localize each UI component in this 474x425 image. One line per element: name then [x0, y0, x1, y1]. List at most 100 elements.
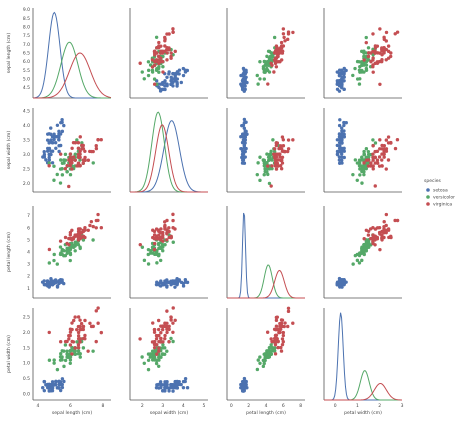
point-versicolor [269, 349, 273, 353]
point-versicolor [266, 158, 271, 163]
point-virginica [375, 158, 380, 162]
legend-label-setosa: setosa [433, 188, 448, 194]
point-virginica [167, 32, 171, 36]
point-virginica [152, 345, 157, 350]
point-versicolor [358, 77, 362, 81]
y-tick-label: 2.5 [23, 166, 30, 172]
point-versicolor [262, 361, 266, 366]
point-setosa [342, 87, 346, 92]
point-virginica [373, 155, 377, 160]
point-setosa [50, 388, 55, 393]
point-virginica [70, 321, 74, 325]
point-virginica [273, 352, 278, 356]
point-setosa [155, 280, 159, 284]
point-versicolor [91, 161, 95, 165]
point-setosa [240, 389, 245, 393]
point-virginica [67, 184, 71, 189]
point-setosa [161, 282, 165, 287]
point-versicolor [154, 35, 159, 39]
point-virginica [280, 155, 285, 160]
point-virginica [171, 218, 175, 223]
point-virginica [291, 30, 295, 35]
point-virginica [76, 330, 81, 335]
point-versicolor [357, 161, 362, 165]
x-tick-label: 0 [334, 403, 337, 409]
point-virginica [152, 328, 157, 332]
point-versicolor [255, 73, 259, 78]
point-virginica [362, 161, 366, 165]
point-virginica [377, 164, 382, 168]
point-setosa [243, 79, 247, 83]
point-versicolor [267, 49, 272, 54]
point-virginica [47, 247, 52, 252]
point-setosa [158, 380, 163, 384]
point-versicolor [68, 361, 72, 365]
point-virginica [159, 336, 163, 341]
point-versicolor [351, 73, 355, 78]
point-virginica [280, 135, 285, 139]
point-versicolor [263, 167, 267, 171]
point-setosa [335, 152, 340, 156]
point-virginica [88, 223, 92, 228]
point-setosa [175, 84, 179, 88]
kde-virginica [33, 52, 112, 99]
point-virginica [76, 235, 81, 240]
point-setosa [42, 279, 46, 283]
point-virginica [83, 318, 87, 323]
point-versicolor [262, 70, 266, 74]
point-setosa [59, 382, 63, 387]
point-setosa [244, 146, 248, 151]
point-versicolor [47, 161, 51, 165]
point-versicolor [142, 361, 146, 365]
point-setosa [45, 280, 50, 284]
kde-setosa [130, 120, 208, 193]
point-versicolor [161, 346, 165, 350]
point-versicolor [355, 178, 359, 182]
point-versicolor [68, 173, 73, 177]
point-versicolor [58, 245, 63, 249]
point-virginica [83, 155, 87, 160]
point-virginica [291, 138, 295, 142]
point-setosa [55, 284, 60, 288]
point-versicolor [360, 155, 364, 160]
point-virginica [152, 342, 157, 347]
point-virginica [274, 51, 279, 55]
point-versicolor [362, 54, 366, 59]
point-versicolor [58, 252, 63, 257]
point-virginica [373, 227, 378, 231]
point-versicolor [265, 66, 269, 71]
point-versicolor [364, 243, 368, 247]
point-virginica [366, 158, 371, 162]
kde-versicolor [227, 264, 305, 299]
point-virginica [151, 321, 155, 325]
point-virginica [78, 155, 82, 160]
point-virginica [273, 333, 278, 338]
point-setosa [337, 155, 342, 159]
point-setosa [50, 279, 55, 283]
point-versicolor [62, 349, 66, 353]
point-setosa [183, 376, 188, 381]
point-virginica [280, 149, 285, 153]
point-setosa [243, 386, 247, 390]
point-virginica [281, 138, 286, 142]
point-versicolor [62, 158, 66, 162]
y-tick-label: 5.0 [23, 76, 30, 82]
point-versicolor [271, 138, 275, 142]
point-virginica [63, 166, 68, 171]
point-versicolor [156, 253, 161, 258]
point-setosa [57, 132, 61, 136]
y-tick-label: 3.0 [23, 152, 30, 158]
point-virginica [373, 184, 377, 188]
point-setosa [181, 284, 186, 288]
point-virginica [96, 212, 100, 217]
point-virginica [277, 330, 281, 335]
point-virginica [96, 321, 100, 325]
point-virginica [70, 146, 74, 150]
point-versicolor [265, 355, 269, 360]
panel-petal_width-vs-sepal_length: 0.0 0.5 1.0 1.5 2.0 2.5 petal width (cm) 4 6 8 sep… [6, 306, 111, 416]
point-virginica [163, 333, 167, 338]
point-virginica [157, 339, 161, 344]
y-axis-label: petal width (cm) [6, 335, 12, 373]
point-virginica [68, 343, 73, 347]
point-versicolor [62, 161, 66, 165]
